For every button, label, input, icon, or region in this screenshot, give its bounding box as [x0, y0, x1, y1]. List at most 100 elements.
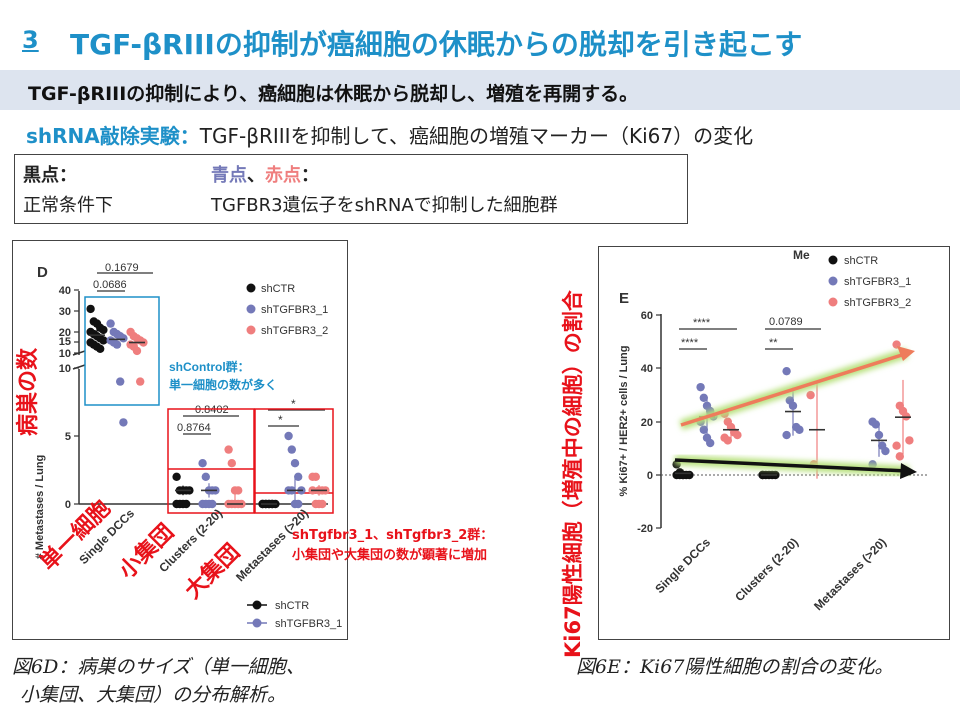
fige-point-shtgfbr3-1	[881, 446, 890, 456]
fige-legend-shtgfbr3-2: shTGFBR3_2	[844, 297, 911, 309]
figd-point-shtgfbr3-2	[136, 377, 145, 386]
fige-ytick-20: 20	[641, 417, 653, 429]
figd-bottom-legend-shtgfbr3-1: shTGFBR3_1	[275, 618, 342, 630]
fige-xtick-single: Single DCCs	[652, 535, 713, 596]
figure-6e-chart: Me E % Ki67+ / HER2+ cells / Lung 60 40 …	[618, 248, 929, 613]
fige-sig-single-2: ****	[681, 337, 699, 349]
figd-point-shctr	[182, 499, 191, 509]
fige-point-shctr	[678, 470, 688, 480]
fige-point-shtgfbr3-2	[806, 390, 815, 400]
summary-banner: TGF-βRIIIの抑制により、癌細胞は休眠から脱却し、増殖を再開する。	[0, 70, 960, 110]
shcontrol-note-2: 単一細胞の数が多く	[169, 377, 277, 392]
fige-point-shtgfbr3-1	[699, 425, 708, 434]
subtitle-text: TGF-βRIIIを抑制して、癌細胞の増殖マーカー（Ki67）の変化	[199, 124, 754, 148]
figd-bottom-legend-shctr: shCTR	[275, 600, 309, 612]
figd-point-shtgfbr3-2	[311, 472, 320, 481]
figd-point-shctr	[172, 472, 181, 481]
summary-text: TGF-βRIIIの抑制により、癌細胞は休眠から脱却し、増殖を再開する。	[28, 83, 639, 105]
fige-point-shtgfbr3-1	[696, 382, 705, 392]
fige-point-shtgfbr3-1	[782, 430, 791, 440]
black-dot-label: 黒点：	[23, 165, 77, 186]
group-legend-box: 黒点： 正常条件下 青点、赤点： TGFBR3遺伝子をshRNAで抑制した細胞群	[14, 154, 688, 224]
figd-points	[86, 304, 330, 509]
black-dot-desc: 正常条件下	[23, 195, 113, 216]
shtgfbr3-note-1: shTgfbr3_1、shTgfbr3_2群：	[292, 528, 494, 543]
figd-point-shctr	[99, 325, 108, 335]
trend-arrow-flat	[674, 455, 917, 479]
fige-sig-clusters-2: **	[769, 337, 778, 349]
figd-legend-shtgfbr3-1: shTGFBR3_1	[261, 304, 328, 316]
figd-star-2: *	[278, 413, 283, 427]
fige-point-shtgfbr3-1	[795, 425, 804, 434]
figd-pval-0.8764: 0.8764	[177, 422, 211, 434]
figd-point-shtgfbr3-1	[116, 377, 125, 386]
figd-ylabel: # Metastases / Lung	[34, 455, 46, 560]
fige-ytick-60: 60	[641, 310, 653, 322]
figd-ytick-10: 10	[59, 363, 71, 375]
figd-point-shtgfbr3-1	[119, 418, 128, 427]
fige-point-shtgfbr3-1	[782, 366, 791, 376]
figd-point-shtgfbr3-2	[132, 346, 142, 356]
label-separator: 、	[247, 165, 265, 186]
figd-point-shctr	[99, 336, 108, 345]
fige-point-shtgfbr3-2	[733, 430, 742, 440]
single-cell-highlight-box	[84, 296, 160, 406]
figd-point-shtgfbr3-1	[294, 499, 303, 509]
figd-legend: shCTR shTGFBR3_1 shTGFBR3_2	[246, 283, 328, 337]
figd-point-shtgfbr3-2	[227, 459, 236, 468]
fige-legend: shCTR shTGFBR3_1 shTGFBR3_2	[828, 255, 911, 309]
caption-6d-line1: 図6D：病巣のサイズ（単一細胞、	[12, 656, 305, 678]
fige-point-shtgfbr3-1	[874, 430, 884, 440]
figd-point-shtgfbr3-1	[284, 431, 293, 441]
fige-point-shtgfbr3-1	[871, 420, 880, 429]
fige-yticks: 60 40 20 0 -20	[637, 310, 653, 535]
fige-point-shtgfbr3-1	[788, 401, 798, 410]
figd-point-shtgfbr3-2	[224, 445, 233, 454]
figd-point-shtgfbr3-2	[318, 499, 327, 509]
figd-point-shtgfbr3-1	[290, 459, 300, 468]
fige-ytick-40: 40	[641, 363, 653, 375]
fige-ytick-0: 0	[647, 470, 653, 482]
fige-xtick-metastases: Metastases (>20)	[811, 535, 889, 613]
figd-ytick-20: 20	[59, 327, 71, 339]
fige-ytick-marks	[656, 314, 661, 529]
figd-pval-0.1679: 0.1679	[105, 262, 139, 274]
figd-legend-shtgfbr3-2: shTGFBR3_2	[261, 325, 328, 337]
title-bar: 3 TGF-βRIIIの抑制が癌細胞の休眠からの脱却を引き起こす	[0, 0, 960, 62]
figd-legend-shctr: shCTR	[261, 283, 295, 295]
figd-ytick-marks	[74, 289, 79, 505]
fige-xtick-clusters: Clusters (2-20)	[732, 535, 801, 604]
figd-yticks: 40 30 20 15 10 10 5 0	[59, 285, 71, 511]
caption-6e: 図6E：Ki67陽性細胞の割合の変化。	[576, 656, 894, 678]
figd-pval-0.0686: 0.0686	[93, 279, 127, 291]
fige-ytick-neg20: -20	[637, 523, 653, 535]
fige-point-shtgfbr3-1	[706, 438, 715, 448]
figd-point-shtgfbr3-2	[234, 486, 243, 495]
figd-ytick-40: 40	[59, 285, 71, 297]
figd-point-shtgfbr3-1	[106, 319, 115, 328]
blue-dot-label: 青点	[211, 165, 247, 186]
ki67-side-label: Ki67陽性細胞（増殖中の細胞）の割合	[561, 290, 585, 658]
label-colon: ：	[301, 165, 319, 186]
figd-pval-0.8402: 0.8402	[195, 404, 229, 416]
fige-legend-shtgfbr3-1: shTGFBR3_1	[844, 276, 911, 288]
figure-6d-panel: D # Metastases / Lung 40 30 20 15 10 10 …	[12, 240, 348, 640]
figd-brackets	[97, 272, 325, 435]
experiment-subtitle: shRNA敲除実験：TGF-βRIIIを抑制して、癌細胞の増殖マーカー（Ki67…	[26, 120, 753, 149]
caption-6d-line2: 小集団、大集団）の分布解析。	[20, 684, 287, 706]
figd-point-shctr	[86, 304, 95, 314]
figd-ytick-30: 30	[59, 306, 71, 318]
large-cluster-highlight-box	[254, 408, 334, 514]
figd-ytick-5: 5	[65, 431, 71, 443]
slide-number: 3	[22, 26, 39, 54]
figd-point-shtgfbr3-1	[112, 340, 122, 349]
fige-sig-single-1: ****	[693, 317, 711, 329]
fige-sig-clusters-1: 0.0789	[769, 316, 803, 328]
panel-letter-e: E	[619, 290, 629, 307]
figd-ytick-10-upper: 10	[59, 348, 71, 360]
fige-xticks: Single DCCs Clusters (2-20) Metastases (…	[652, 535, 889, 613]
figd-bottom-legend: shCTR shTGFBR3_1	[247, 600, 342, 630]
figE-clipped-text: Me	[793, 248, 810, 262]
figure-6d-chart: D # Metastases / Lung 40 30 20 15 10 10 …	[34, 262, 342, 630]
figd-ytick-0: 0	[65, 499, 71, 511]
